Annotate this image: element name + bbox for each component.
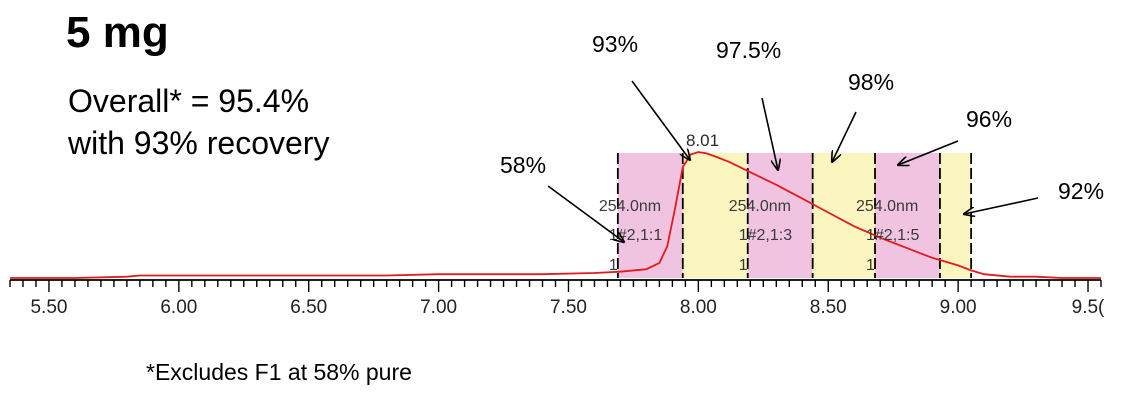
summary-line-recovery: with 93% recovery [68,125,330,161]
purity-arrow-fraction-1 [547,185,624,242]
fraction-label-wavelength-2: 254.0nm [729,198,791,215]
fraction-label-wavelength-1: 254.0nm [599,198,661,215]
fraction-band-4 [812,153,876,278]
x-axis: 5.50 6.00 6.50 7.00 7.50 8.00 8.50 9.00 9.5( [9,279,1105,318]
fraction-band-6 [939,153,972,278]
x-tick-label-5: 7.50 [550,297,587,318]
purity-label-fraction-5: 96% [966,106,1012,132]
fraction-bands [616,153,973,278]
x-tick-label-1: 5.50 [30,297,67,318]
trace-layer: 8.01 [10,131,1101,279]
purity-arrow-fraction-4 [832,111,857,162]
x-tick-label-6: 8.00 [680,297,717,318]
peak-label: 8.01 [686,131,719,150]
summary-text: Overall* = 95.4% with 93% recovery [68,80,329,164]
fraction-band-1 [617,153,683,278]
fraction-label-wavelength-3: 254.0nm [856,198,918,215]
fraction-label-id-1: 1#2,1:1 [609,227,662,244]
x-tick-label-8: 9.00 [940,297,977,318]
x-tick-label-7: 8.50 [810,297,847,318]
fraction-band-2 [682,153,748,278]
purity-label-fraction-6: 92% [1058,178,1104,204]
purity-label-fraction-4: 98% [848,69,894,95]
purity-arrow-fraction-3 [761,97,778,170]
x-tick-label-2: 6.00 [160,297,197,318]
fraction-label-index-3: 1 [866,257,875,274]
fraction-label-id-3: 1#2,1:5 [866,227,919,244]
fraction-band-3 [747,153,813,278]
purity-annotations: 58% 93% 97.5% 98% 96% 92% [500,31,1104,242]
fraction-band-5 [875,153,940,278]
purity-label-fraction-1: 58% [500,152,546,178]
x-tick-label-9: 9.5( [1072,297,1105,318]
x-tick-label-4: 7.00 [420,297,457,318]
purity-label-fraction-2: 93% [592,31,638,57]
purity-arrow-fraction-2 [631,80,690,160]
fraction-label-index-2: 1 [739,257,748,274]
purity-arrow-fraction-5 [898,140,959,165]
trace-line [10,151,1101,279]
fraction-labels: 254.0nm 1#2,1:1 1 254.0nm 1#2,1:3 1 254.0nm 1#2… [599,198,920,274]
fraction-label-index-1: 1 [609,257,618,274]
x-tick-label-3: 6.50 [290,297,327,318]
chart-title: 5 mg [66,8,169,57]
purity-label-fraction-3: 97.5% [716,37,781,63]
purity-arrow-fraction-6 [964,197,1039,214]
fraction-label-id-2: 1#2,1:3 [739,227,792,244]
summary-line-overall: Overall* = 95.4% [68,83,310,119]
footnote: *Excludes F1 at 58% pure [146,359,412,385]
